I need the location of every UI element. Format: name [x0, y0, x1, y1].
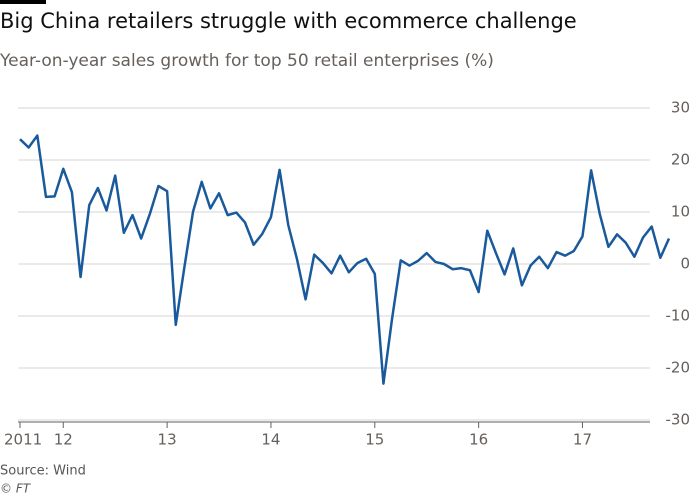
source: Source: Wind	[0, 464, 86, 479]
x-tick-label: 15	[365, 431, 384, 449]
y-tick-label: 20	[671, 151, 690, 169]
x-tick-label: 17	[573, 431, 592, 449]
x-tick-label: 2011	[4, 431, 42, 449]
y-tick-label: 0	[680, 255, 690, 273]
chart-subtitle: Year-on-year sales growth for top 50 ret…	[0, 51, 494, 71]
x-tick-label: 16	[469, 431, 488, 449]
x-tick-label: 12	[54, 431, 73, 449]
x-tick-label: 13	[158, 431, 177, 449]
data-line	[19, 134, 671, 385]
y-tick-label: -30	[666, 411, 691, 429]
x-tick-label: 14	[261, 431, 280, 449]
y-tick-label: 30	[671, 99, 690, 117]
y-tick-label: -10	[666, 307, 691, 325]
y-tick-label: -20	[666, 359, 691, 377]
y-tick-label: 10	[671, 203, 690, 221]
credit: © FT	[0, 482, 32, 496]
brand-bar	[0, 0, 46, 4]
chart-title: Big China retailers struggle with ecomme…	[0, 9, 577, 33]
